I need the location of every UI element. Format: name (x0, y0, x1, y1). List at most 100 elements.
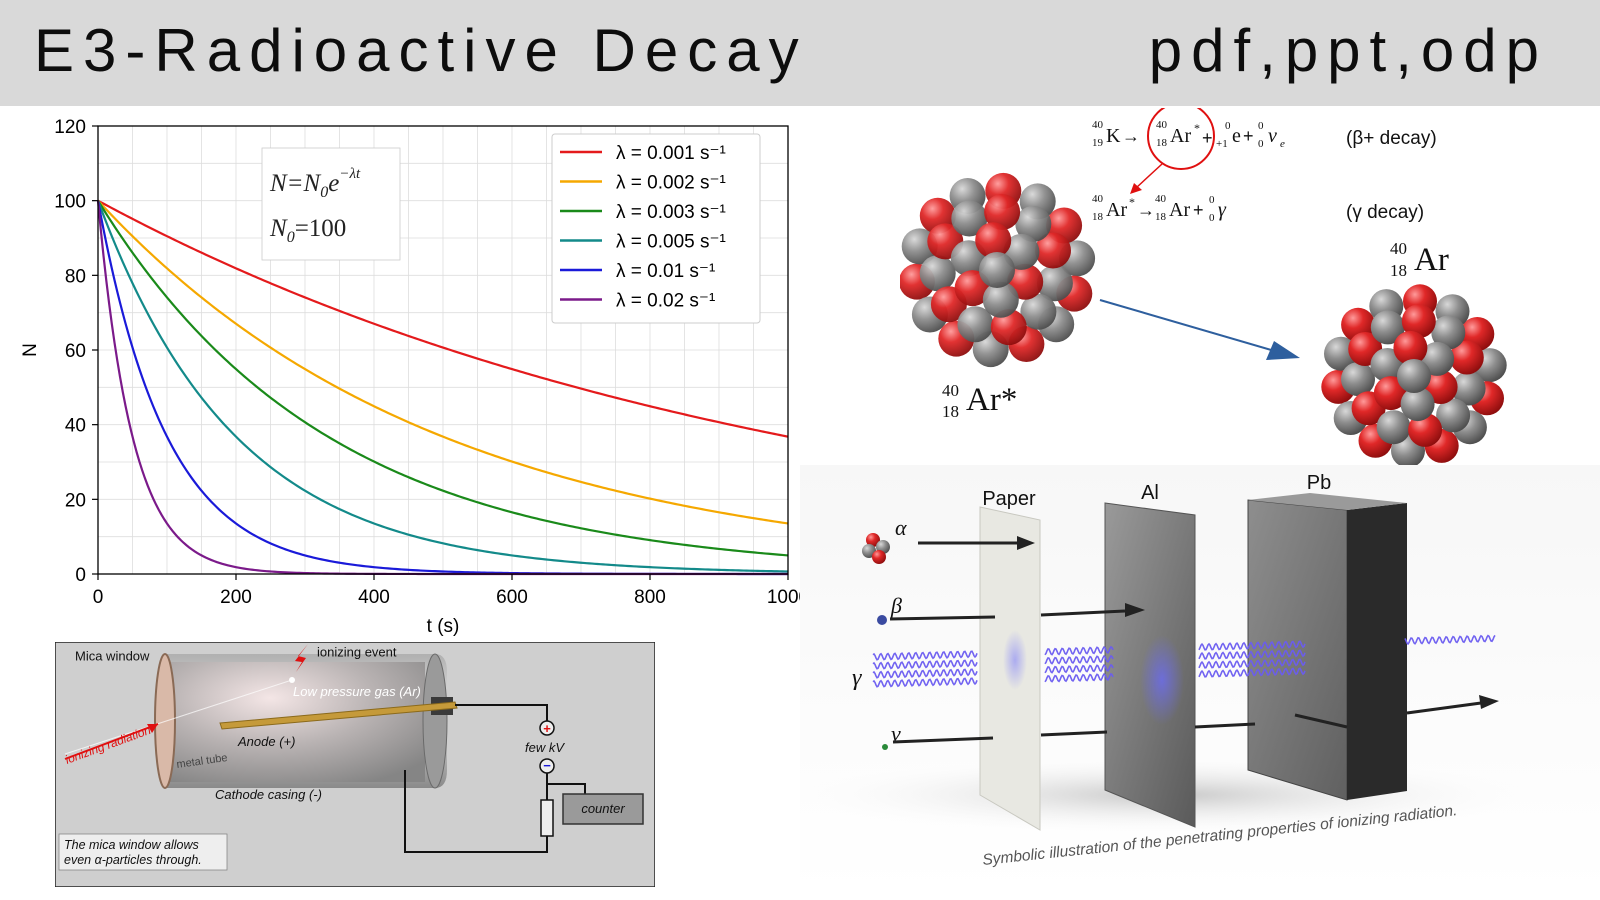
svg-text:e: e (1232, 125, 1241, 147)
x-axis-label: t (s) (427, 616, 460, 637)
header-bar: E3-Radioactive Decay pdf,ppt,odp (0, 0, 1600, 106)
page-title: E3-Radioactive Decay (34, 17, 808, 84)
legend-label: λ = 0.001 s⁻¹ (616, 143, 726, 164)
highlight-arrow (1135, 163, 1163, 189)
y-tick-label: 80 (65, 266, 86, 287)
proton-ball (990, 309, 1027, 346)
lead-block-side (1347, 503, 1407, 800)
svg-text:+: + (1202, 128, 1213, 148)
excited-nucleus-symbol: Ar* (966, 382, 1017, 418)
highlight-circle (1147, 108, 1215, 170)
gamma-wave (872, 650, 978, 661)
voltage-label: few kV (525, 740, 565, 755)
gamma-label: γ (852, 665, 862, 691)
al-label: Al (1141, 482, 1159, 504)
neutrino-ray-c (1194, 722, 1256, 729)
formula-box: N=N0e−λt N0=100 (261, 147, 401, 261)
gamma-wave (1198, 649, 1306, 660)
ground-mass-number: 40 (1390, 239, 1407, 258)
proton-ball (1449, 340, 1484, 375)
circuit-wire-bottom (404, 770, 548, 853)
tube-end-cap (422, 653, 448, 789)
neutron-ball (1370, 310, 1405, 345)
ground-atomic-number: 18 (1390, 261, 1407, 280)
gamma-wave (1198, 640, 1306, 651)
x-tick-label: 200 (220, 587, 252, 608)
legend-label: λ = 0.002 s⁻¹ (616, 173, 726, 194)
curve-series (97, 200, 789, 557)
legend-box (551, 133, 761, 324)
gamma-wave (872, 668, 978, 679)
positive-sign: + (543, 721, 551, 736)
svg-text:18: 18 (1155, 211, 1167, 223)
svg-text:→: → (1137, 200, 1155, 220)
y-axis-label: N (20, 343, 41, 357)
neutron-ball (951, 200, 988, 237)
counter-box (562, 793, 644, 825)
legend-label: λ = 0.003 s⁻¹ (616, 202, 726, 223)
svg-text:Ar: Ar (1170, 125, 1191, 147)
x-tick-label: 800 (634, 587, 666, 608)
gamma-wave (1198, 667, 1306, 678)
proton-ball (1393, 330, 1428, 365)
neutrino-ray-b (1040, 730, 1108, 737)
x-tick-label: 0 (93, 587, 104, 608)
neutron-ball (1036, 265, 1073, 302)
gamma-wave (1044, 672, 1114, 683)
chart-curves (96, 199, 789, 576)
neutron-ball (1436, 398, 1471, 433)
neutron-ball (1341, 362, 1375, 397)
svg-text:0: 0 (1209, 212, 1215, 224)
svg-text:*: * (1194, 121, 1200, 135)
x-tick-label: 1000 (767, 587, 809, 608)
beta-decay-label: (β+ decay) (1346, 128, 1437, 149)
neutron-ball (957, 306, 994, 343)
svg-text:19: 19 (1092, 137, 1104, 149)
nu-label: ν (891, 721, 901, 746)
gamma-wave (1044, 645, 1114, 656)
beta-ray-front (889, 615, 996, 621)
x-tick-label: 600 (496, 587, 528, 608)
legend-label: λ = 0.02 s⁻¹ (616, 291, 715, 312)
chart-legend: λ = 0.001 s⁻¹ λ = 0.002 s⁻¹ λ = 0.003 s⁻¹ λ… (551, 133, 761, 324)
neutrino-ray-e (1406, 701, 1482, 715)
svg-text:0: 0 (1209, 194, 1215, 206)
svg-text:Ar: Ar (1106, 199, 1127, 221)
gas-label: Low pressure gas (Ar) (293, 684, 421, 699)
neutrino-ray-a (892, 736, 994, 744)
neutron-ball (979, 252, 1015, 288)
svg-text:40: 40 (1155, 193, 1167, 205)
note-line-1: The mica window allows (64, 838, 199, 852)
proton-ball (1401, 304, 1436, 339)
neutron-ball (1376, 410, 1411, 445)
anode-label: Anode (+) (237, 734, 295, 749)
proton-ball (984, 194, 1021, 230)
ionizing-radiation-arrow (64, 723, 159, 760)
beta-decay-equation: 40 19 K → 40 18 Ar * + 0 +1 e + 0 0 ν e (1092, 119, 1285, 150)
geiger-counter-diagram: + − Mica window ionizing event Low press… (55, 642, 655, 887)
circuit-wire-top (455, 704, 548, 722)
beta-label: β (890, 593, 902, 618)
nucleus-decay-panel: 40 19 K → 40 18 Ar * + 0 +1 e + 0 0 ν e … (900, 108, 1507, 468)
svg-text:γ: γ (1218, 199, 1227, 221)
gamma-rays (872, 634, 1496, 688)
ionizing-event-label: ionizing event (317, 644, 397, 659)
mica-window-label: Mica window (75, 648, 150, 663)
gamma-decay-equation: 40 18 Ar * → 40 18 Ar + 0 0 γ (1092, 193, 1227, 224)
neutron-ball (1020, 293, 1057, 330)
gamma-wave (1198, 658, 1306, 669)
ground-nucleus-label: 40 18 Ar (1390, 239, 1449, 280)
svg-text:40: 40 (1092, 119, 1104, 131)
lead-block-top (1248, 493, 1407, 510)
svg-text:ν: ν (1268, 125, 1277, 147)
ionizing-radiation-arrowhead (147, 724, 158, 733)
aluminium-glow (1140, 635, 1184, 725)
legend-label: λ = 0.005 s⁻¹ (616, 232, 726, 253)
gamma-wave (1044, 654, 1114, 665)
penetration-illustration: α β γ ν Paper Al Pb Symbolic illustratio… (785, 465, 1600, 895)
y-tick-label: 0 (75, 565, 86, 586)
proton-ball (1408, 412, 1443, 447)
excited-atomic-number: 18 (942, 402, 959, 421)
neutron-ball (982, 281, 1019, 318)
gamma-wave (1044, 663, 1114, 674)
